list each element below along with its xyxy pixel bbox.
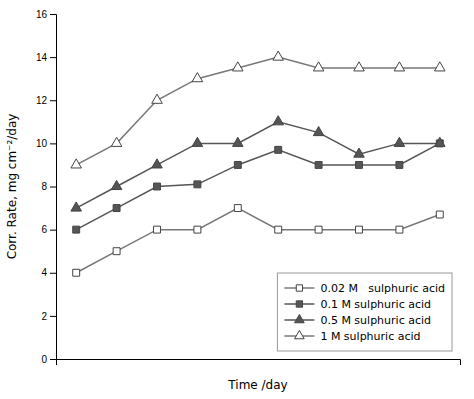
legend: 0.02 M sulphuric acid 0.1 M sulphuric aci… (277, 273, 452, 351)
y-tick-mark (50, 273, 56, 274)
series-marker (194, 226, 201, 233)
series-marker (275, 146, 282, 153)
y-tick-mark (50, 100, 56, 101)
series-line (76, 143, 440, 229)
legend-item: 0.1 M sulphuric acid (284, 298, 431, 311)
series-marker (315, 226, 322, 233)
series-marker (234, 161, 241, 168)
y-tick: 10 (36, 138, 56, 149)
legend-label: 0.1 M sulphuric acid (320, 298, 431, 311)
legend-item: 0.02 M sulphuric acid (284, 282, 445, 295)
y-tick-mark (50, 230, 56, 231)
series-marker (313, 62, 324, 71)
legend-item: 1 M sulphuric acid (284, 330, 420, 343)
legend-box (277, 273, 452, 351)
y-tick-label: 4 (41, 267, 47, 278)
marks (71, 51, 445, 276)
y-tick: 4 (41, 267, 56, 278)
series-marker (354, 62, 365, 71)
series-marker (313, 127, 324, 136)
y-tick-label: 0 (41, 354, 47, 365)
series-marker (152, 94, 163, 103)
series-marker (394, 137, 405, 146)
series-marker (435, 137, 446, 146)
series-marker (233, 62, 244, 71)
x-axis-line (57, 360, 461, 366)
y-tick-mark (50, 143, 56, 144)
legend-item: 0.5 M sulphuric acid (284, 314, 431, 327)
series-marker (192, 73, 203, 82)
series-marker (396, 161, 403, 168)
series-marker (436, 211, 443, 218)
series-marker (73, 226, 80, 233)
y-tick: 8 (41, 181, 56, 192)
series-marker (394, 62, 405, 71)
y-axis-line (50, 15, 57, 360)
series-marker (111, 180, 122, 189)
series-marker (435, 62, 446, 71)
y-tick: 0 (41, 354, 56, 365)
legend-marker (295, 314, 305, 322)
y-tick-label: 14 (36, 52, 48, 63)
y-axis: 0 2 4 6 8 10 12 14 16 (36, 9, 57, 365)
x-axis-title: Time /day (227, 378, 287, 392)
x-axis (57, 360, 461, 366)
y-tick: 2 (41, 311, 56, 322)
y-tick-label: 8 (41, 181, 47, 192)
y-axis-title: Corr. Rate, mg cm⁻²/day (5, 114, 19, 260)
series-marker (396, 226, 403, 233)
series-marker (111, 137, 122, 146)
series-marker (154, 183, 161, 190)
y-tick-mark (50, 57, 56, 58)
series-marker (315, 161, 322, 168)
legend-label: 0.5 M sulphuric acid (320, 314, 431, 327)
series-marker (234, 205, 241, 212)
y-tick-label: 16 (36, 9, 48, 20)
y-tick: 14 (36, 52, 56, 63)
y-tick-label: 2 (41, 311, 47, 322)
series-marker (275, 226, 282, 233)
series-marker (152, 159, 163, 168)
series-marker (71, 159, 82, 168)
series-line (76, 122, 440, 208)
y-tick-mark (50, 187, 56, 188)
y-tick: 16 (36, 9, 56, 20)
chart: 0 2 4 6 8 10 12 14 16 0.02 M sulphuric acid 0.1 M … (0, 0, 474, 399)
series-line (76, 57, 440, 165)
y-tick-label: 10 (36, 138, 48, 149)
series-marker (356, 161, 363, 168)
legend-label: 1 M sulphuric acid (320, 330, 420, 343)
legend-marker (296, 285, 302, 291)
series-marker (194, 181, 201, 188)
legend-marker (295, 330, 305, 338)
plot: 0 2 4 6 8 10 12 14 16 0.02 M sulphuric acid 0.1 M … (36, 9, 461, 365)
series-marker (273, 51, 284, 60)
y-tick-label: 12 (36, 95, 48, 106)
legend-marker (296, 301, 302, 307)
y-tick-label: 6 (41, 224, 47, 235)
y-tick-mark (50, 14, 56, 15)
series-marker (73, 269, 80, 276)
series-marker (273, 116, 284, 125)
series-marker (154, 226, 161, 233)
series-marker (354, 148, 365, 157)
series-marker (356, 226, 363, 233)
series-marker (71, 202, 82, 211)
y-tick-mark (50, 359, 56, 360)
series-marker (113, 248, 120, 255)
series-marker (113, 205, 120, 212)
legend-label: 0.02 M sulphuric acid (320, 282, 445, 295)
series-line (76, 208, 440, 273)
y-tick-mark (50, 316, 56, 317)
series-marker (192, 137, 203, 146)
y-tick: 6 (41, 224, 56, 235)
series-marker (233, 137, 244, 146)
y-tick: 12 (36, 95, 56, 106)
